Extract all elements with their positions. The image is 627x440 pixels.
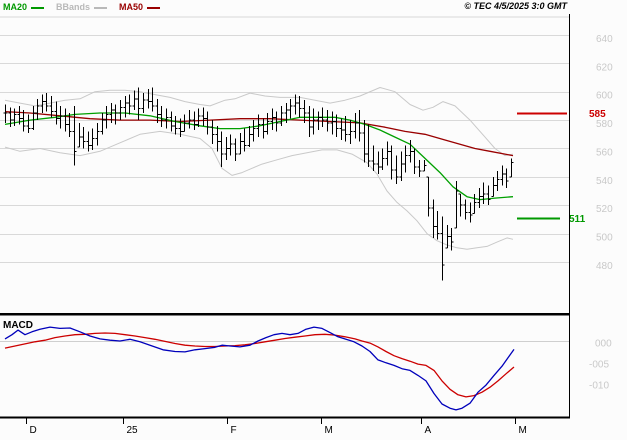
macd-axis-label: -005 [589, 360, 609, 371]
price-axis-label-600: 600 [596, 91, 613, 102]
legend-item-bbands: BBands [56, 2, 119, 12]
month-label-M: M [519, 425, 527, 436]
legend-ma50-label: MA50 [119, 2, 144, 12]
price-axis-label-560: 560 [596, 147, 613, 158]
macd-signal-line [4, 332, 515, 398]
chart-legend: MA20 BBands MA50 [3, 2, 172, 12]
month-label-F: F [231, 425, 237, 436]
level-label-585: 585 [589, 109, 606, 120]
legend-ma20-swatch [31, 6, 45, 9]
copyright-text: © TEC 4/5/2025 3:0 GMT [464, 1, 567, 11]
macd-panel-label: MACD [3, 320, 33, 331]
price-axis-label-620: 620 [596, 62, 613, 73]
price-axis-label-480: 480 [596, 261, 613, 272]
macd-axis-label: 000 [595, 339, 612, 350]
month-label-M: M [325, 425, 333, 436]
legend-bbands-label: BBands [56, 2, 91, 12]
bollinger-upper-band [4, 87, 514, 157]
price-axis-label-500: 500 [596, 233, 613, 244]
price-axis-label-540: 540 [596, 176, 613, 187]
price-axis-label-520: 520 [596, 204, 613, 215]
price-axis-label-580: 580 [596, 119, 613, 130]
month-label-D: D [30, 425, 37, 436]
month-label-25: 25 [127, 425, 139, 436]
legend-bbands-swatch [94, 6, 108, 9]
price-axis-label-640: 640 [596, 34, 613, 45]
month-label-A: A [425, 425, 432, 436]
legend-ma50-swatch [147, 6, 161, 9]
legend-item-ma50: MA50 [119, 2, 172, 12]
macd-axis-label: -010 [589, 381, 609, 392]
legend-item-ma20: MA20 [3, 2, 56, 12]
bollinger-lower-band [4, 130, 514, 250]
level-label-511: 511 [569, 214, 586, 225]
macd-line [4, 326, 515, 411]
legend-ma20-label: MA20 [3, 2, 28, 12]
ma50-line [4, 110, 514, 157]
